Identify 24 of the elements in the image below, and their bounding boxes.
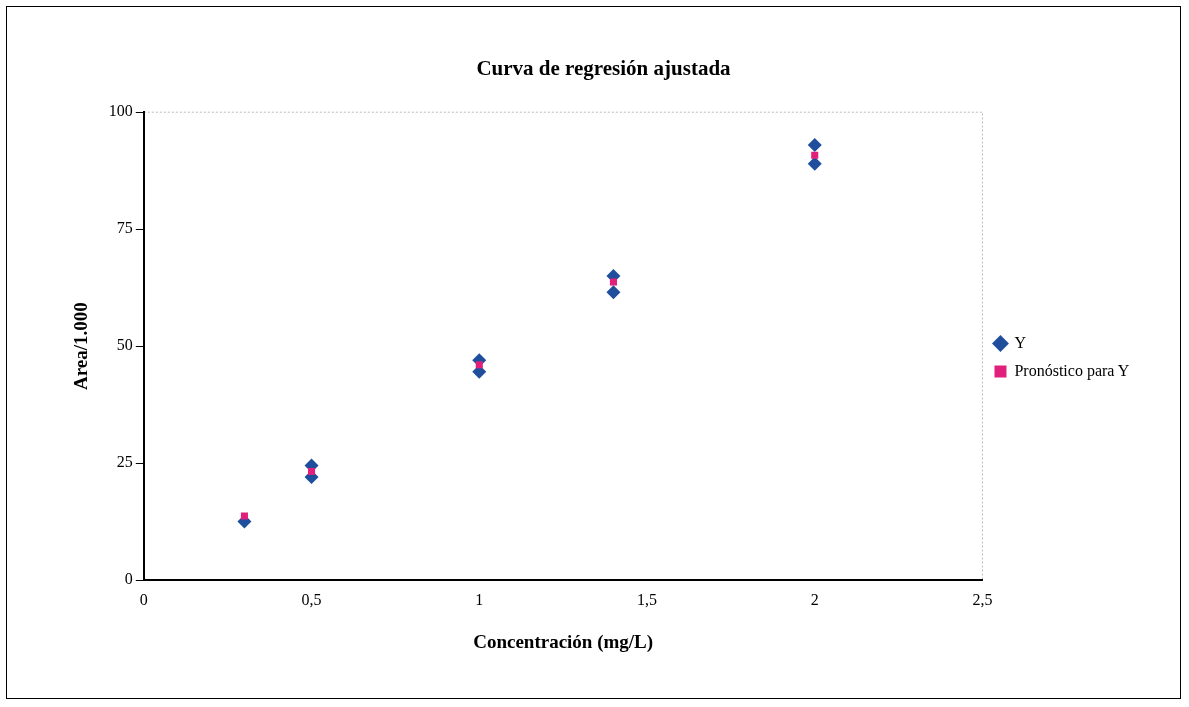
x-tick-label: 0,5 bbox=[301, 590, 322, 608]
x-tick-label: 1 bbox=[475, 590, 484, 608]
y-tick-label: 0 bbox=[124, 570, 133, 588]
point bbox=[606, 285, 621, 300]
x-tick-label: 1,5 bbox=[637, 590, 657, 608]
point bbox=[609, 278, 617, 286]
point bbox=[807, 137, 822, 152]
x-tick-label: 2 bbox=[810, 590, 819, 608]
y-tick-label: 50 bbox=[116, 336, 133, 354]
y-tick-label: 100 bbox=[108, 102, 133, 120]
y-tick-label: 25 bbox=[116, 453, 133, 471]
y-axis-title: Area/1.000 bbox=[70, 302, 92, 390]
x-axis-title: Concentración (mg/L) bbox=[473, 630, 654, 653]
x-tick-label: 0 bbox=[139, 590, 148, 608]
point bbox=[240, 512, 248, 520]
point bbox=[811, 151, 819, 159]
point bbox=[475, 361, 483, 369]
x-tick-label: 2,5 bbox=[972, 590, 993, 608]
chart-title: Curva de regresión ajustada bbox=[476, 56, 732, 81]
legend-label: Y bbox=[1014, 333, 1027, 351]
y-tick-label: 75 bbox=[116, 219, 133, 237]
point bbox=[807, 156, 822, 171]
legend-label: Pronóstico para Y bbox=[1014, 361, 1130, 380]
point bbox=[308, 467, 316, 476]
